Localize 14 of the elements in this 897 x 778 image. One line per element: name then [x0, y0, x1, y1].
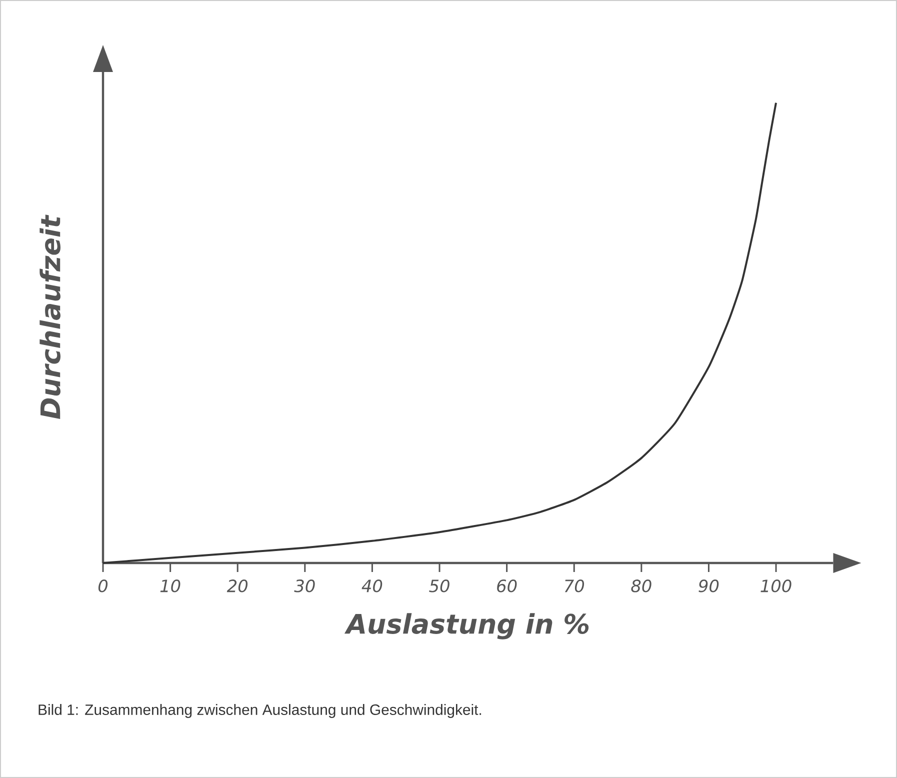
x-tick-label: 40	[362, 579, 382, 592]
x-tick-label: 70	[564, 579, 584, 592]
x-tick-label: 30	[294, 579, 315, 592]
x-tick-label: 100	[760, 579, 792, 592]
x-tick-label: 60	[497, 579, 517, 592]
x-tick-label: 90	[698, 579, 719, 592]
x-tick-label: 50	[429, 579, 450, 592]
x-tick-label: 10	[160, 579, 180, 592]
x-axis-title: Auslastung in %	[344, 613, 589, 640]
text: Bild 1: Zusammenhang zwischen Auslastung und Geschwindigkeit.	[38, 704, 482, 718]
x-tick-label: 0	[98, 579, 108, 592]
y-axis-title: Durchlaufzeit	[40, 214, 60, 419]
x-tick-label: 20	[226, 579, 248, 592]
x-tick-label: 80	[631, 579, 652, 592]
